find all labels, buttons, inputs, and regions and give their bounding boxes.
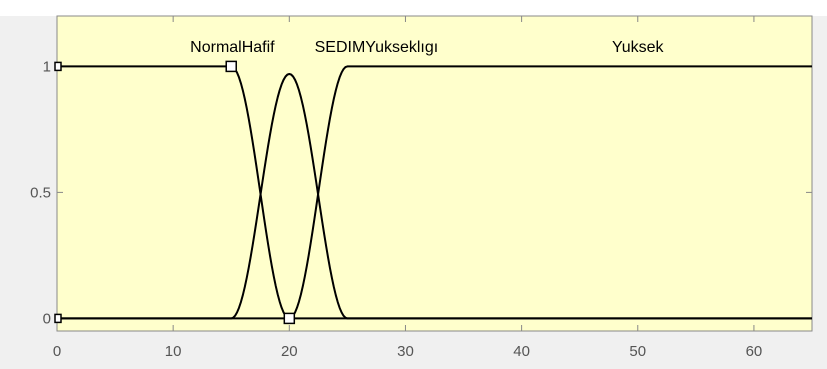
series-line-yuksek[interactable] [57,65,812,320]
y-tick-label: 1 [43,58,51,75]
selection-handles[interactable] [54,60,296,325]
top-panel-strip [0,0,827,16]
series-label-yuksek: Yuksek [612,39,665,56]
x-tick-label: 30 [397,343,414,360]
series-line-sedimyukseklıgı[interactable] [57,72,812,320]
series-label-sedimyukseklıgı: SEDIMYukseklıgı [315,39,439,56]
series-lines [57,65,812,320]
x-tick-label: 40 [513,343,530,360]
x-tick-label: 20 [281,343,298,360]
series-label-normalhafif: NormalHafif [190,39,275,56]
handle-square[interactable] [283,312,296,325]
handle-square[interactable] [225,60,237,73]
y-tick-label: 0 [43,310,51,327]
y-tick-label: 0.5 [30,184,51,201]
series-labels: NormalHafif SEDIMYukseklıgı Yuksek [190,39,664,56]
edge-handle[interactable] [54,313,62,324]
x-tick-label: 10 [165,343,182,360]
x-tick-label: 60 [746,343,763,360]
x-axis-ticks: 0 10 20 30 40 50 60 [53,16,762,360]
x-tick-label: 0 [53,343,61,360]
plot-area [56,15,813,332]
x-tick-label: 50 [629,343,646,360]
edge-handle[interactable] [54,61,62,72]
